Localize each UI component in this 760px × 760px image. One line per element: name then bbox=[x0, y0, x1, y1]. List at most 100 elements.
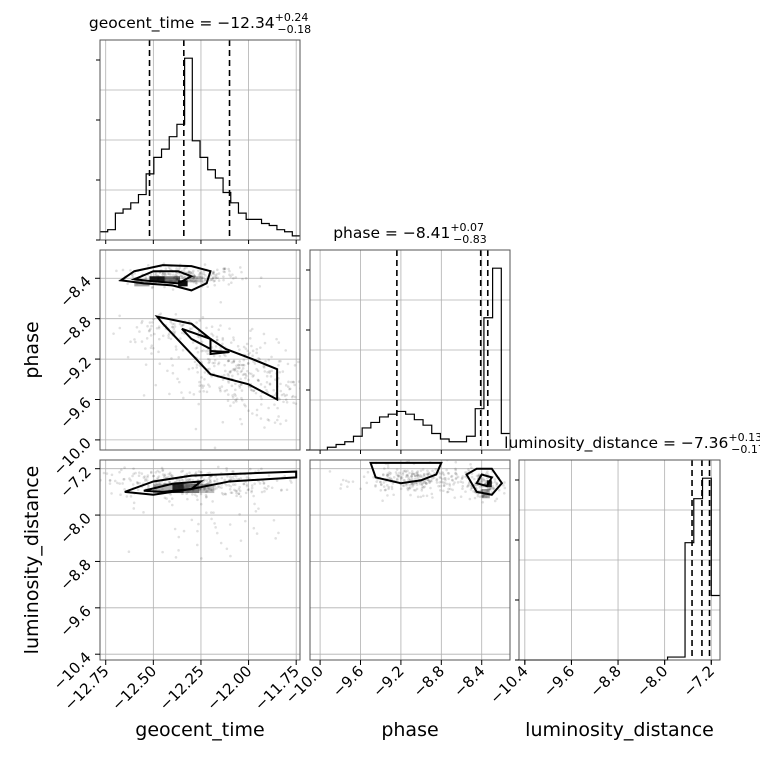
sample-point bbox=[202, 479, 206, 482]
sample-point bbox=[386, 474, 390, 477]
sample-point bbox=[451, 488, 454, 492]
sample-point bbox=[222, 275, 225, 278]
sample-point bbox=[196, 498, 199, 502]
sample-point bbox=[245, 484, 249, 488]
sample-point bbox=[447, 487, 450, 491]
sample-point bbox=[187, 270, 191, 273]
sample-point bbox=[194, 281, 198, 285]
sample-point bbox=[484, 488, 487, 492]
sample-point bbox=[220, 491, 224, 495]
sample-point bbox=[136, 482, 139, 485]
sample-point bbox=[172, 327, 176, 331]
sample-point bbox=[461, 475, 465, 478]
sample-point bbox=[238, 386, 242, 389]
sample-point bbox=[187, 270, 190, 274]
sample-point bbox=[142, 476, 146, 479]
sample-point bbox=[227, 374, 230, 377]
contour-lower bbox=[154, 315, 279, 402]
sample-point bbox=[234, 276, 238, 279]
sample-point bbox=[284, 419, 288, 422]
sample-point bbox=[240, 422, 244, 426]
sample-point bbox=[420, 483, 424, 487]
sample-point bbox=[171, 371, 175, 375]
panel-content bbox=[100, 262, 300, 450]
sample-point bbox=[402, 469, 406, 473]
sample-point bbox=[495, 484, 498, 487]
sample-point bbox=[242, 345, 246, 349]
sample-point bbox=[150, 324, 153, 328]
sample-point bbox=[416, 476, 420, 480]
sample-point bbox=[347, 480, 350, 484]
sample-point bbox=[221, 342, 224, 346]
sample-point bbox=[142, 394, 146, 397]
sample-point bbox=[477, 474, 481, 477]
sample-point bbox=[255, 367, 258, 371]
sample-point bbox=[131, 474, 134, 478]
sample-point bbox=[470, 486, 473, 489]
sample-point bbox=[200, 376, 203, 379]
sample-point bbox=[213, 279, 216, 283]
sample-point bbox=[478, 495, 482, 499]
sample-point bbox=[469, 488, 473, 491]
sample-point bbox=[196, 335, 200, 338]
sample-point bbox=[264, 359, 267, 363]
sample-point bbox=[128, 477, 131, 480]
sample-point bbox=[287, 380, 290, 384]
density-block bbox=[486, 480, 492, 488]
title-sup: +0.24 bbox=[275, 11, 309, 24]
sample-point bbox=[216, 268, 219, 272]
sample-point bbox=[419, 475, 422, 479]
sample-point bbox=[161, 334, 165, 338]
sample-point bbox=[404, 470, 408, 474]
sample-point bbox=[257, 379, 260, 382]
sample-point bbox=[379, 480, 382, 484]
sample-point bbox=[493, 480, 497, 484]
sample-point bbox=[205, 390, 209, 394]
sample-point bbox=[144, 276, 148, 279]
sample-point bbox=[118, 482, 121, 485]
sample-point bbox=[168, 480, 172, 484]
sample-point bbox=[419, 482, 422, 486]
sample-point bbox=[223, 492, 227, 496]
sample-point bbox=[259, 417, 263, 420]
sample-point bbox=[197, 522, 200, 526]
sample-point bbox=[250, 327, 254, 331]
sample-point bbox=[410, 472, 414, 475]
sample-point bbox=[275, 479, 279, 482]
sample-point bbox=[273, 378, 277, 381]
x-axis-label-phase: phase bbox=[381, 719, 438, 741]
sample-point bbox=[415, 487, 419, 491]
sample-point bbox=[206, 352, 209, 356]
sample-point bbox=[229, 477, 233, 481]
sample-point bbox=[476, 492, 480, 496]
sample-point bbox=[201, 316, 205, 319]
sample-point bbox=[167, 334, 170, 337]
sample-point bbox=[386, 494, 389, 497]
panel-frame bbox=[309, 459, 511, 661]
sample-point bbox=[277, 531, 280, 535]
sample-point bbox=[181, 492, 184, 496]
sample-point bbox=[459, 495, 463, 499]
sample-point bbox=[142, 511, 145, 514]
sample-point bbox=[439, 476, 442, 479]
sample-point bbox=[454, 477, 458, 481]
sample-point bbox=[163, 482, 166, 486]
sample-point bbox=[409, 493, 412, 497]
sample-point bbox=[223, 267, 227, 271]
sample-point bbox=[482, 494, 485, 498]
sample-point bbox=[486, 488, 490, 491]
sample-point bbox=[210, 325, 214, 329]
panel-content bbox=[100, 465, 298, 560]
sample-point bbox=[448, 484, 452, 487]
sample-point bbox=[170, 357, 173, 360]
sample-point bbox=[167, 336, 170, 340]
sample-point bbox=[480, 495, 484, 498]
sample-point bbox=[214, 345, 218, 348]
sample-point bbox=[446, 471, 450, 475]
sample-point bbox=[447, 472, 451, 475]
sample-point bbox=[153, 332, 156, 336]
sample-point bbox=[263, 370, 267, 373]
x-tick-label-luminosity_distance: −9.6 bbox=[540, 662, 578, 700]
sample-point bbox=[150, 344, 154, 347]
sample-point bbox=[213, 361, 216, 365]
